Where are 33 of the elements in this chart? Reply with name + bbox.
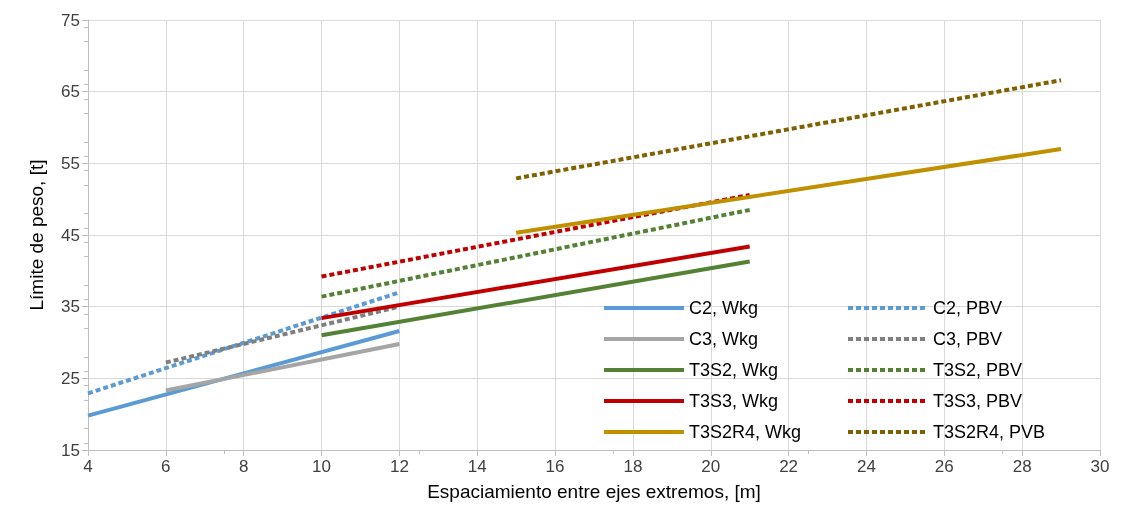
legend-label: T3S2R4, PVB — [933, 422, 1046, 442]
x-tick-label: 6 — [161, 457, 171, 476]
y-tick-label: 55 — [61, 153, 80, 173]
x-tick-label: 22 — [779, 457, 799, 476]
x-tick-label: 10 — [312, 457, 331, 476]
legend-label: C3, Wkg — [689, 329, 759, 349]
y-axis-title: Límite de peso, [t] — [26, 159, 47, 311]
x-tick-label: 24 — [857, 457, 876, 476]
x-tick-label: 4 — [83, 457, 93, 476]
y-tick-label: 75 — [61, 10, 80, 30]
x-tick-label: 26 — [934, 457, 954, 476]
x-tick-label: 12 — [389, 457, 409, 476]
y-tick-label: 35 — [61, 297, 80, 317]
x-tick-label: 30 — [1090, 457, 1110, 476]
legend-label: C2, PBV — [933, 298, 1003, 318]
legend-label: T3S3, PBV — [933, 391, 1023, 411]
x-tick-label: 16 — [545, 457, 565, 476]
y-tick-label: 65 — [61, 82, 80, 102]
x-tick-label: 14 — [467, 457, 487, 476]
y-tick-label: 15 — [61, 440, 80, 460]
legend-label: T3S2R4, Wkg — [689, 422, 802, 442]
x-tick-label: 18 — [623, 457, 643, 476]
legend-label: T3S2, PBV — [933, 360, 1023, 380]
legend-label: C3, PBV — [933, 329, 1003, 349]
x-tick-label: 28 — [1012, 457, 1032, 476]
x-axis-title: Espaciamiento entre ejes extremos, [m] — [427, 481, 761, 502]
y-tick-label: 25 — [61, 368, 80, 388]
x-tick-label: 20 — [701, 457, 721, 476]
legend-label: T3S3, Wkg — [689, 391, 779, 411]
x-tick-label: 8 — [238, 457, 249, 476]
y-tick-label: 45 — [61, 225, 80, 245]
legend-label: C2, Wkg — [689, 298, 759, 318]
legend-label: T3S2, Wkg — [689, 360, 779, 380]
